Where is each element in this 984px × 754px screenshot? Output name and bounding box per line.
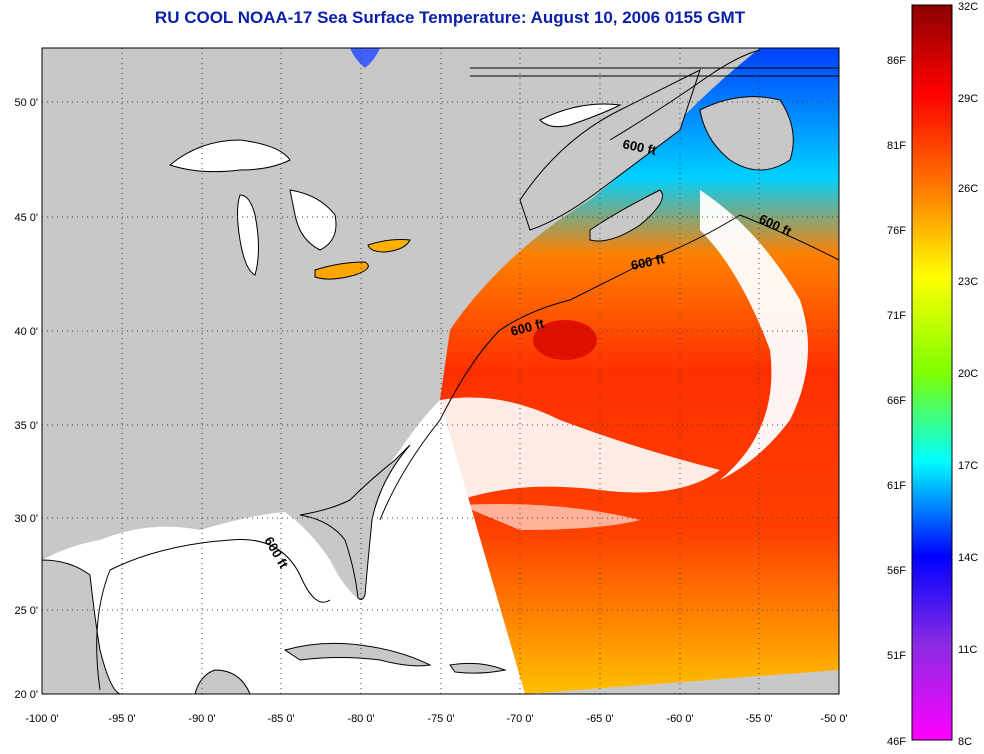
colorbar-c-label: 14C bbox=[958, 552, 978, 564]
colorbar-c-label: 20C bbox=[958, 368, 978, 380]
colorbar-c-label: 29C bbox=[958, 93, 978, 105]
x-tick-label: -75 0' bbox=[427, 713, 454, 725]
x-tick-label: -50 0' bbox=[820, 713, 847, 725]
cuba-land bbox=[283, 642, 432, 667]
colorbar-c-label: 11C bbox=[958, 644, 977, 656]
colorbar-f-label: 71F bbox=[887, 310, 906, 322]
colorbar-f-label: 76F bbox=[887, 225, 906, 237]
y-tick-label: 20 0' bbox=[14, 689, 38, 701]
x-tick-label: -80 0' bbox=[347, 713, 374, 725]
x-tick-label: -55 0' bbox=[745, 713, 772, 725]
y-tick-label: 35 0' bbox=[14, 420, 38, 432]
y-axis-ticks: 50 0' 45 0' 40 0' 35 0' 30 0' 25 0' 20 0… bbox=[14, 97, 38, 701]
x-tick-label: -85 0' bbox=[267, 713, 294, 725]
colorbar-c-label: 32C bbox=[958, 1, 978, 13]
x-tick-label: -95 0' bbox=[108, 713, 135, 725]
depth-contour-600ft bbox=[96, 49, 839, 691]
map-title: RU COOL NOAA-17 Sea Surface Temperature:… bbox=[154, 8, 746, 27]
contour-label: 600 ft bbox=[630, 251, 667, 273]
colorbar-f-label: 61F bbox=[887, 480, 906, 492]
x-tick-label: -90 0' bbox=[188, 713, 215, 725]
lake-superior bbox=[168, 139, 291, 173]
newfoundland-land bbox=[699, 96, 794, 171]
florida-land bbox=[299, 444, 411, 600]
warm-eddy bbox=[533, 320, 597, 360]
sst-swath bbox=[440, 48, 839, 694]
cloud-cover-north bbox=[700, 190, 808, 480]
colorbar-f-label: 86F bbox=[887, 55, 906, 67]
y-tick-label: 50 0' bbox=[14, 97, 38, 109]
colorbar-celsius-labels: 32C 29C 26C 23C 20C 17C 14C 11C 8C bbox=[958, 1, 978, 748]
x-tick-label: -100 0' bbox=[25, 713, 58, 725]
colorbar-f-label: 51F bbox=[887, 650, 906, 662]
cloud-cover-mid bbox=[440, 397, 720, 500]
colorbar-c-label: 26C bbox=[958, 183, 978, 195]
y-tick-label: 40 0' bbox=[14, 326, 38, 338]
nova-scotia-land bbox=[589, 189, 663, 242]
canada-land bbox=[519, 69, 701, 231]
lake-michigan bbox=[237, 194, 259, 276]
temperature-colorbar bbox=[911, 4, 953, 741]
x-axis-ticks: -100 0' -95 0' -90 0' -85 0' -80 0' -75 … bbox=[25, 713, 847, 725]
map-frame bbox=[41, 47, 840, 695]
x-tick-label: -60 0' bbox=[666, 713, 693, 725]
colorbar-f-label: 81F bbox=[887, 140, 906, 152]
x-tick-label: -65 0' bbox=[586, 713, 613, 725]
yucatan-land bbox=[194, 669, 251, 694]
colorbar-fahrenheit-labels: 86F 81F 76F 71F 66F 61F 56F 51F 46F bbox=[887, 55, 906, 748]
y-tick-label: 25 0' bbox=[14, 605, 38, 617]
gulf-st-lawrence-water bbox=[539, 103, 622, 128]
colorbar-c-label: 17C bbox=[958, 460, 978, 472]
lake-ontario bbox=[367, 239, 411, 253]
x-tick-label: -70 0' bbox=[506, 713, 533, 725]
colorbar-f-label: 66F bbox=[887, 395, 906, 407]
hispaniola-land bbox=[449, 662, 507, 674]
lake-huron bbox=[289, 189, 337, 251]
mexico-land bbox=[42, 559, 121, 694]
hudson-strait-water bbox=[350, 48, 380, 68]
ocean-no-data bbox=[42, 380, 540, 694]
colorbar-f-label: 56F bbox=[887, 565, 906, 577]
colorbar-c-label: 8C bbox=[958, 736, 972, 748]
colorbar-f-label: 46F bbox=[887, 736, 906, 748]
y-tick-label: 30 0' bbox=[14, 513, 38, 525]
colorbar-c-label: 23C bbox=[958, 276, 978, 288]
y-tick-label: 45 0' bbox=[14, 212, 38, 224]
contour-label: 600 ft bbox=[621, 136, 658, 158]
cloud-cover-south bbox=[460, 504, 640, 530]
lake-erie bbox=[314, 261, 369, 280]
